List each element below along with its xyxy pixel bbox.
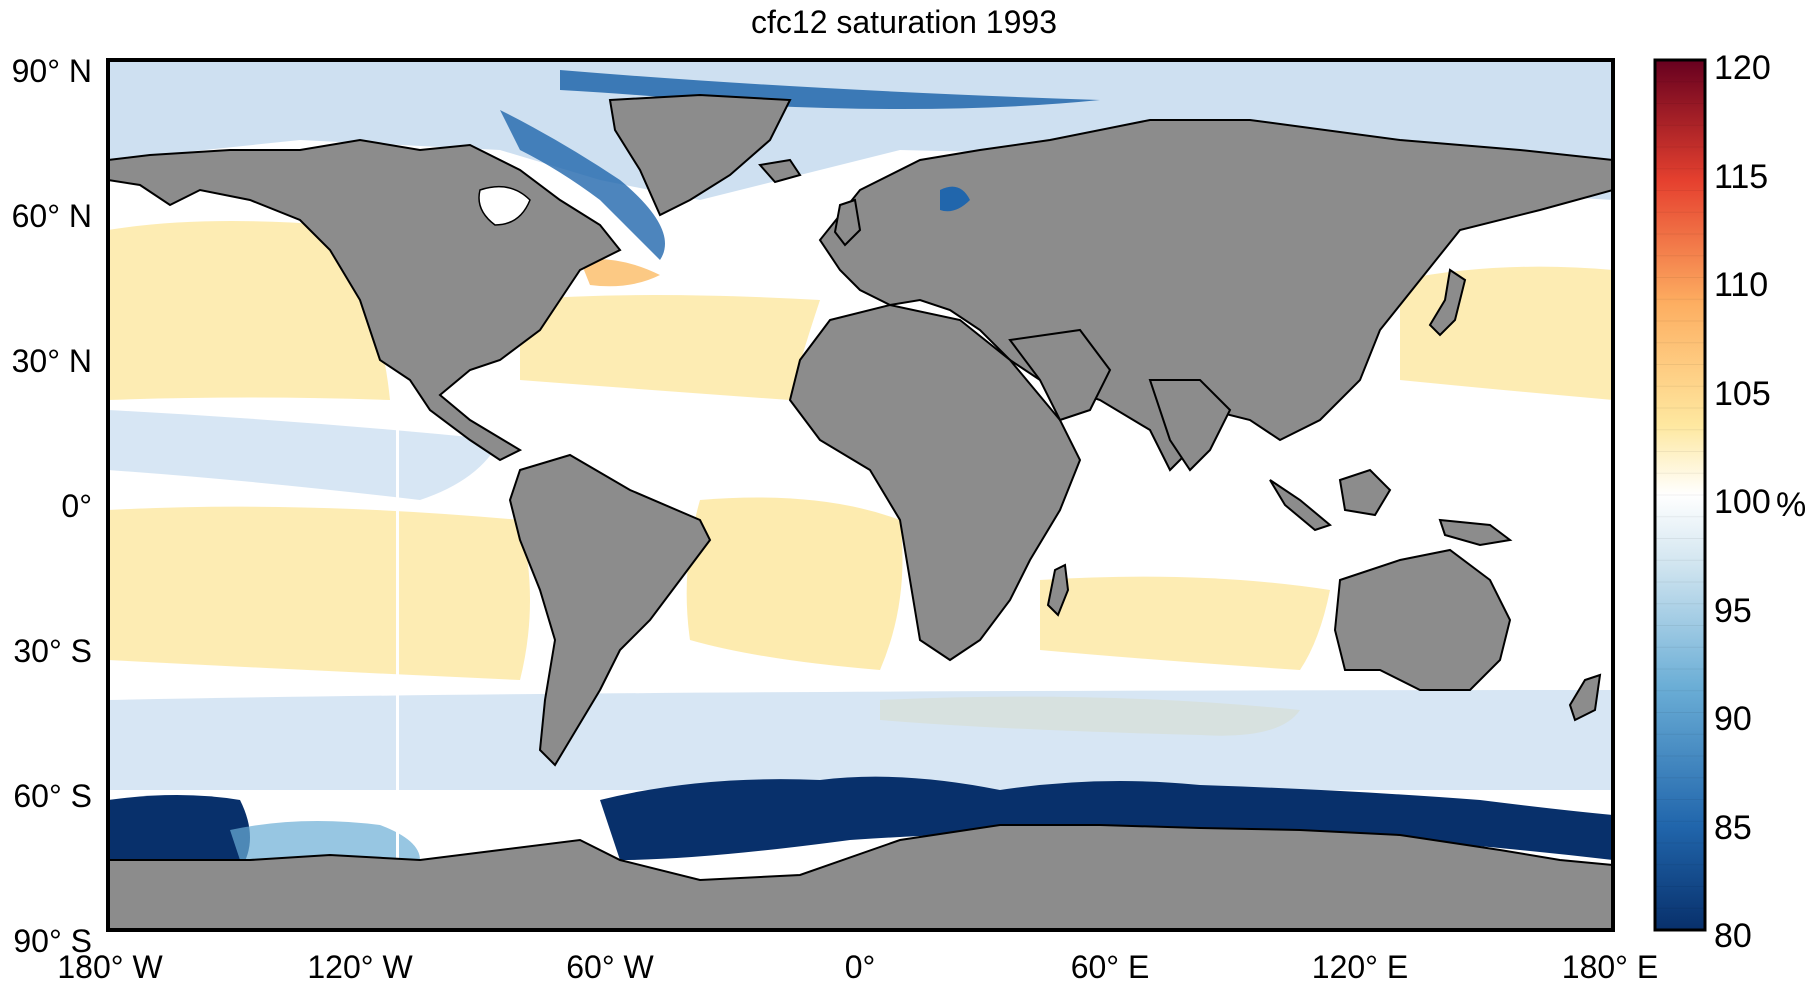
new-zealand: [1568, 673, 1602, 722]
colorbar-ticks: 120 115 110 105 100 95 90 85 80: [1714, 49, 1771, 955]
new-guinea: [1438, 518, 1513, 547]
lon-label-180w: 180° W: [57, 949, 163, 984]
japan: [1428, 268, 1467, 337]
lon-label-60e: 60° E: [1071, 949, 1150, 984]
longitude-labels: 180° W 120° W 60° W 0° 60° E 120° E 180°…: [57, 949, 1658, 984]
arabia: [1008, 328, 1112, 422]
borneo: [1338, 468, 1392, 517]
australia: [1333, 548, 1512, 691]
greenland: [608, 93, 792, 217]
colorbar-tick-115: 115: [1714, 158, 1768, 196]
land-masses: [108, 93, 1613, 930]
colorbar-unit: %: [1776, 486, 1806, 524]
madagascar: [1046, 563, 1070, 617]
colorbar-tick-90: 90: [1714, 700, 1752, 738]
colorbar-tick-80: 80: [1714, 917, 1752, 955]
map-title: cfc12 saturation 1993: [751, 4, 1057, 40]
lon-label-120e: 120° E: [1312, 949, 1408, 984]
lon-label-180e: 180° E: [1562, 949, 1658, 984]
colorbar-tick-110: 110: [1714, 266, 1768, 304]
colorbar-gradient: [1655, 60, 1705, 930]
lat-label-60s: 60° S: [13, 778, 92, 814]
colorbar-tick-120: 120: [1714, 49, 1771, 87]
lon-label-60w: 60° W: [566, 949, 654, 984]
map-area: [108, 60, 1613, 930]
lat-label-30s: 30° S: [13, 633, 92, 669]
sumatra: [1269, 479, 1333, 532]
south-america: [508, 453, 712, 767]
africa: [788, 303, 1082, 662]
india: [1148, 379, 1232, 472]
lon-label-120w: 120° W: [307, 949, 413, 984]
colorbar-frame: [1653, 58, 1707, 932]
colorbar: 120 115 110 105 100 95 90 85 80 %: [1653, 49, 1806, 955]
colorbar-tick-95: 95: [1714, 592, 1752, 630]
colorbar-tick-105: 105: [1714, 375, 1771, 413]
eurasia: [818, 119, 1613, 472]
latitude-labels: 90° N 60° N 30° N 0° 30° S 60° S 90° S: [12, 53, 92, 959]
lat-label-90n: 90° N: [12, 53, 92, 89]
antarctica: [108, 824, 1613, 930]
lat-label-60n: 60° N: [12, 198, 92, 234]
saturation-field: [108, 60, 1613, 870]
lat-label-0: 0°: [61, 488, 92, 524]
colorbar-steps: [1655, 81, 1705, 909]
colorbar-tick-100: 100: [1714, 483, 1771, 521]
colorbar-tick-85: 85: [1714, 809, 1752, 847]
lat-label-30n: 30° N: [12, 343, 92, 379]
lon-label-0: 0°: [845, 949, 876, 984]
map-frame: [106, 58, 1615, 932]
lat-label-90s: 90° S: [13, 923, 92, 959]
iceland: [758, 158, 802, 184]
great-britain: [833, 198, 862, 247]
